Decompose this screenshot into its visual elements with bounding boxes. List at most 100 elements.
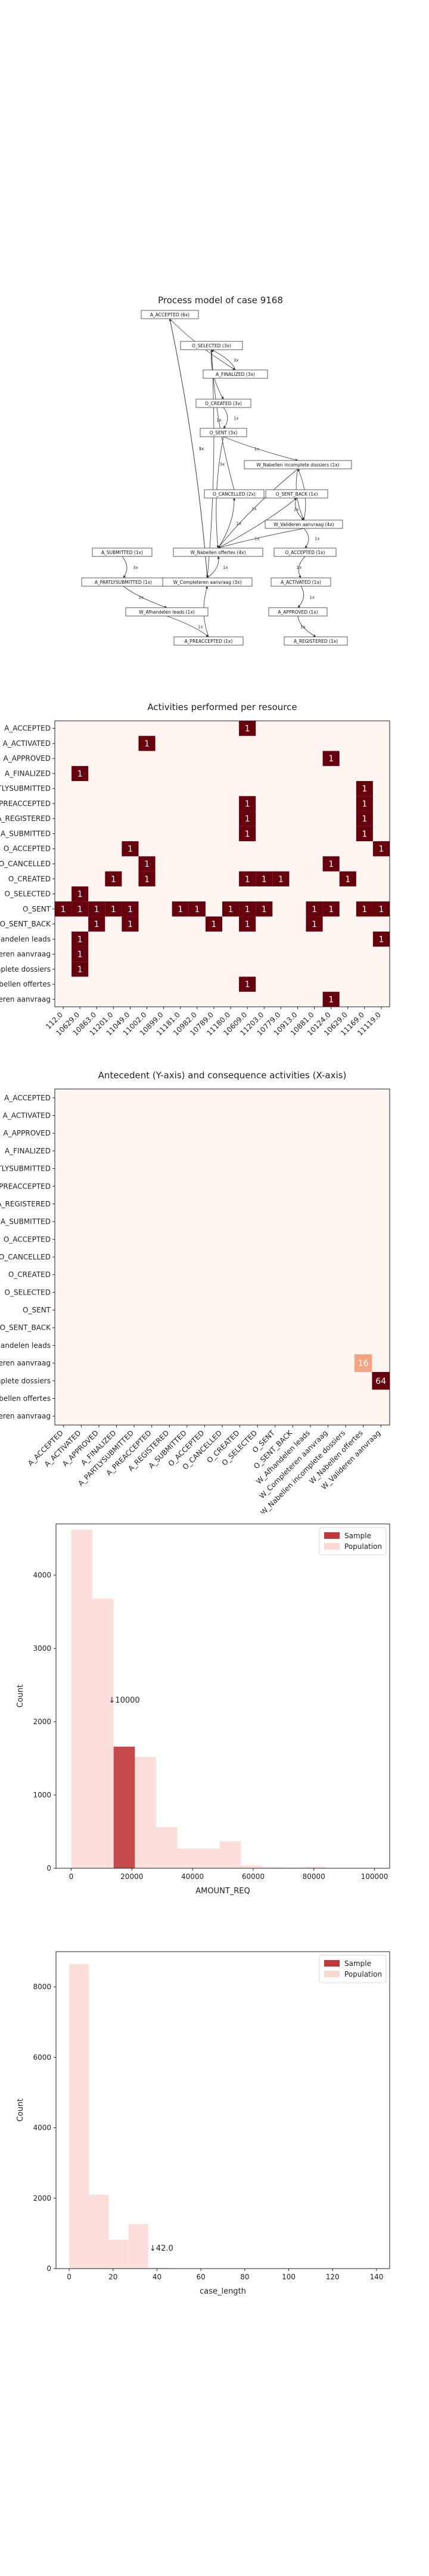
y-tick-label: 0 xyxy=(46,2264,51,2273)
heatmap-cell-label: 1 xyxy=(77,935,83,944)
process-model-graph: Process model of case 91683x2x1x2x3x2x3x… xyxy=(0,0,429,691)
heatmap-cell-label: 1 xyxy=(362,905,367,914)
y-axis-label: Count xyxy=(16,2099,25,2122)
y-tick-label: 1000 xyxy=(33,1791,51,1799)
heatmap-cell-label: 1 xyxy=(245,829,250,839)
y-tick-label: O_SELECTED xyxy=(5,890,51,898)
process-edge-label: 1x xyxy=(199,447,204,452)
x-axis-label: case_length xyxy=(200,2287,246,2296)
x-tick-label: 40000 xyxy=(181,1872,204,1881)
process-edge-label: 1x xyxy=(198,625,203,630)
heatmap-cell-label: 1 xyxy=(228,905,234,914)
y-tick-label: 2000 xyxy=(33,2194,51,2202)
y-tick-label: W_Nabellen offertes xyxy=(0,1394,51,1402)
process-edge xyxy=(304,528,309,548)
y-tick-label: W_Valideren aanvraag xyxy=(0,1412,51,1420)
y-tick-label: 4000 xyxy=(33,2124,51,2132)
heatmap-cell-label: 1 xyxy=(61,905,66,914)
heatmap-cell-label: 1 xyxy=(128,845,133,854)
y-tick-label: 8000 xyxy=(33,1983,51,1991)
y-tick-label: A_REGISTERED xyxy=(0,1200,51,1208)
heatmap-background xyxy=(55,721,390,1007)
heatmap-background xyxy=(55,1089,390,1425)
heatmap-cell-label: 1 xyxy=(262,875,267,884)
y-tick-label: A_APPROVED xyxy=(4,1129,51,1137)
transition-heatmap-panel: Antecedent (Y-axis) and consequence acti… xyxy=(0,1060,429,1513)
process-node-label: A_APPROVED (1x) xyxy=(278,609,318,615)
heatmap-cell-label: 1 xyxy=(312,920,317,929)
y-tick-label: W_Nabellen offertes xyxy=(0,980,51,988)
y-tick-label: O_ACCEPTED xyxy=(4,845,51,853)
y-tick-label: A_ACTIVATED xyxy=(3,1112,51,1120)
heatmap-cell-label: 1 xyxy=(378,845,384,854)
heatmap-cell-label: 1 xyxy=(211,920,216,929)
y-tick-label: O_SELECTED xyxy=(5,1288,51,1296)
y-tick-label: W_Valideren aanvraag xyxy=(0,995,51,1003)
y-tick-label: A_PARTLYSUBMITTED xyxy=(0,1165,51,1173)
y-tick-label: 3000 xyxy=(33,1644,51,1653)
y-tick-label: 4000 xyxy=(33,1571,51,1579)
heatmap-cell-label: 1 xyxy=(245,920,250,929)
y-tick-label: A_ACCEPTED xyxy=(4,724,51,733)
sample-annotation: ↓10000 xyxy=(108,1696,139,1705)
population-bar xyxy=(198,1849,220,1868)
heatmap-cell-label: 1 xyxy=(194,905,200,914)
heatmap-cell-label: 1 xyxy=(278,875,284,884)
y-tick-label: W_Nabellen incomplete dossiers xyxy=(0,965,51,973)
y-tick-label: A_SUBMITTED xyxy=(1,829,51,838)
heatmap-cell-label: 1 xyxy=(94,920,100,929)
process-node-label: A_FINALIZED (3x) xyxy=(216,372,255,377)
process-edge xyxy=(218,528,304,548)
population-bar xyxy=(135,1757,156,1868)
process-edge-label: 1x xyxy=(254,447,260,452)
process-edge-label: 3x xyxy=(220,462,225,467)
y-tick-label: A_PARTLYSUBMITTED xyxy=(0,785,51,793)
process-node-label: W_Completeren aanvraag (3x) xyxy=(173,580,242,585)
y-tick-label: A_PREACCEPTED xyxy=(0,1182,51,1190)
y-tick-label: A_ACCEPTED xyxy=(4,1094,51,1102)
process-edge-label: 1x xyxy=(254,537,260,542)
x-tick-label: 120 xyxy=(326,2273,340,2281)
x-tick-label: 0 xyxy=(69,1872,74,1881)
y-tick-label: W_Completeren aanvraag xyxy=(0,1359,51,1367)
process-edge-label: 1x xyxy=(251,507,257,512)
population-bar xyxy=(71,1530,92,1868)
process-edge-label: 2x xyxy=(139,595,144,600)
y-tick-label: A_PREACCEPTED xyxy=(0,799,51,808)
y-tick-label: O_SENT_BACK xyxy=(0,1324,51,1332)
x-tick-label: 100 xyxy=(282,2273,296,2281)
heatmap-cell-label: 64 xyxy=(375,1377,386,1386)
process-edge-label: 1x xyxy=(310,595,315,600)
x-tick-label: 0 xyxy=(67,2273,72,2281)
process-node-label: O_CREATED (3x) xyxy=(205,401,242,406)
legend-swatch xyxy=(324,1960,340,1967)
process-model-title: Process model of case 9168 xyxy=(158,295,283,306)
process-edge-label: 3x xyxy=(133,565,138,570)
x-tick-label: 80000 xyxy=(303,1872,325,1881)
x-tick-label: 20 xyxy=(108,2273,117,2281)
heatmap-cell-label: 1 xyxy=(77,965,83,975)
x-axis-label: AMOUNT_REQ xyxy=(195,1887,250,1896)
heatmap-cell-label: 1 xyxy=(144,860,150,869)
process-node-label: O_SELECTED (3x) xyxy=(192,343,231,349)
heatmap-cell-label: 1 xyxy=(245,814,250,824)
heatmap-cell-label: 1 xyxy=(77,890,83,900)
y-tick-label: 2000 xyxy=(33,1718,51,1726)
legend-swatch xyxy=(324,1971,340,1977)
y-tick-label: W_Nabellen incomplete dossiers xyxy=(0,1377,51,1385)
y-tick-label: O_CREATED xyxy=(8,875,51,883)
population-bar xyxy=(69,1964,89,2269)
y-tick-label: A_FINALIZED xyxy=(5,1147,51,1155)
population-bar xyxy=(241,1865,263,1868)
process-edge-label: 1x xyxy=(223,565,228,570)
heatmap-cell-label: 1 xyxy=(378,905,384,914)
process-edge-label: 1x xyxy=(315,537,320,542)
sample-bar xyxy=(114,1747,135,1868)
legend-label: Population xyxy=(344,1970,382,1978)
heatmap-cell-label: 1 xyxy=(362,829,367,839)
heatmap-cell-label: 1 xyxy=(362,785,367,794)
population-bar xyxy=(156,1827,178,1868)
